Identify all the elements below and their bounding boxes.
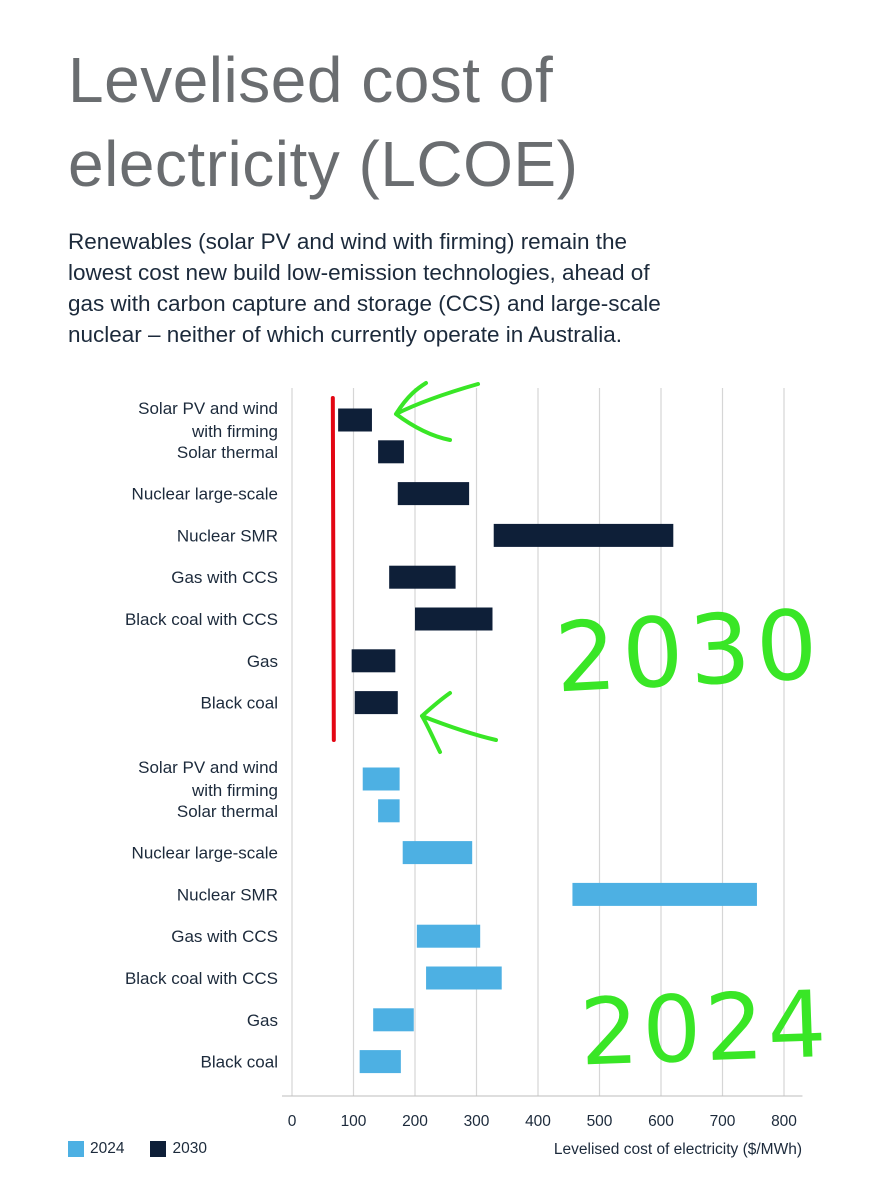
handwritten-label-2030: 2030: [552, 589, 826, 715]
category-label-2030-gas-with-ccs: Gas with CCS: [171, 568, 278, 587]
category-label-2030-solar-pv-and-wind-with-firming-line-1: Solar PV and wind: [138, 399, 278, 418]
green-arrow-2030-top: [394, 381, 480, 442]
category-label-2030-black-coal: Black coal: [201, 694, 278, 713]
category-label-2030-solar-pv-and-wind-with-firming-line-2: with firming: [191, 422, 278, 441]
chart-legend: 2024 2030: [68, 1140, 233, 1158]
x-tick-label-100: 100: [341, 1113, 367, 1130]
category-label-2024-gas: Gas: [247, 1011, 278, 1030]
subtitle-line-1: Renewables (solar PV and wind with firmi…: [68, 229, 627, 254]
title-line-1: Levelised cost of: [68, 44, 554, 116]
bar-2030-solar-pv-and-wind-with-firming: [338, 408, 372, 432]
x-tick-label-0: 0: [288, 1113, 297, 1130]
bar-2030-black-coal-with-ccs: [415, 607, 493, 631]
legend-item-2030: 2030: [150, 1140, 207, 1158]
category-label-2024-nuclear-large-scale: Nuclear large-scale: [132, 844, 278, 863]
bar-2024-black-coal-with-ccs: [426, 966, 502, 990]
bar-2030-nuclear-smr: [493, 523, 674, 547]
category-label-2030-solar-thermal: Solar thermal: [177, 443, 278, 462]
bar-2024-solar-thermal: [378, 799, 400, 823]
green-arrow-2030-bottom: [420, 691, 498, 754]
subtitle-line-4: nuclear – neither of which currently ope…: [68, 322, 623, 347]
category-label-2030-nuclear-smr: Nuclear SMR: [177, 526, 278, 545]
x-tick-label-400: 400: [525, 1113, 551, 1130]
category-label-2030-nuclear-large-scale: Nuclear large-scale: [132, 485, 278, 504]
legend-label-2024: 2024: [90, 1140, 125, 1157]
category-label-2024-black-coal: Black coal: [201, 1053, 278, 1072]
x-tick-label-200: 200: [402, 1113, 428, 1130]
category-label-2024-black-coal-with-ccs: Black coal with CCS: [125, 969, 278, 988]
subtitle-line-3: gas with carbon capture and storage (CCS…: [68, 291, 661, 316]
bar-2024-gas-with-ccs: [416, 924, 481, 948]
bar-2024-black-coal: [359, 1050, 401, 1074]
page-title: Levelised cost of electricity (LCOE): [68, 38, 578, 206]
bar-2024-gas: [373, 1008, 414, 1032]
bar-2030-gas: [351, 649, 396, 673]
category-label-2030-black-coal-with-ccs: Black coal with CCS: [125, 610, 278, 629]
bar-2030-black-coal: [354, 691, 398, 715]
title-line-2: electricity (LCOE): [68, 128, 579, 200]
legend-swatch-2030: [150, 1141, 167, 1157]
bar-2030-solar-thermal: [378, 440, 404, 464]
category-label-2030-gas: Gas: [247, 652, 278, 671]
category-label-2024-solar-pv-and-wind-with-firming-line-1: Solar PV and wind: [138, 758, 278, 777]
x-tick-label-700: 700: [710, 1113, 736, 1130]
subtitle-line-2: lowest cost new build low-emission techn…: [68, 260, 650, 285]
bar-2024-solar-pv-and-wind-with-firming: [362, 767, 400, 791]
x-tick-label-500: 500: [587, 1113, 613, 1130]
bar-2030-nuclear-large-scale: [397, 482, 470, 506]
category-label-2024-nuclear-smr: Nuclear SMR: [177, 885, 278, 904]
page-subtitle: Renewables (solar PV and wind with firmi…: [68, 226, 828, 350]
x-tick-label-600: 600: [648, 1113, 674, 1130]
category-label-2024-solar-thermal: Solar thermal: [177, 802, 278, 821]
x-tick-label-800: 800: [771, 1113, 797, 1130]
x-axis-label: Levelised cost of electricity ($/MWh): [553, 1141, 802, 1158]
handwritten-label-2024: 2024: [578, 971, 832, 1087]
category-label-2024-gas-with-ccs: Gas with CCS: [171, 927, 278, 946]
category-label-2024-solar-pv-and-wind-with-firming-line-2: with firming: [191, 781, 278, 800]
legend-label-2030: 2030: [172, 1140, 207, 1157]
legend-item-2024: 2024: [68, 1140, 124, 1158]
legend-swatch-2024: [68, 1141, 84, 1157]
bar-2024-nuclear-smr: [572, 882, 757, 906]
bar-2030-gas-with-ccs: [389, 565, 456, 589]
bar-2024-nuclear-large-scale: [402, 841, 473, 865]
x-tick-label-300: 300: [464, 1113, 490, 1130]
red-reference-line: [330, 396, 336, 742]
